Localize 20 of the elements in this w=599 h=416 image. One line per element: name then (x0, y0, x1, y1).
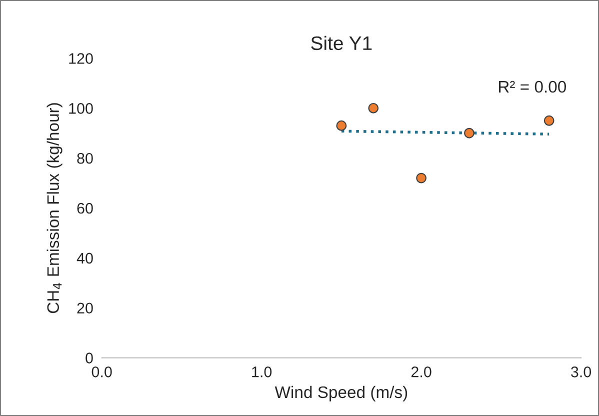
y-tick-label: 20 (77, 302, 93, 314)
annotation: R² = 0.00 (499, 80, 566, 93)
y-tick-label: 40 (76, 252, 93, 264)
y-tick-label: 0 (86, 352, 93, 364)
y-tick-label: 100 (69, 103, 93, 114)
y-tick-label: 60 (77, 202, 93, 214)
point (368, 102, 379, 114)
point (544, 115, 554, 126)
x-tick-label: 0.0 (92, 366, 112, 378)
y-tick-label: 80 (77, 152, 93, 164)
point (336, 120, 347, 131)
y-axis-title: CH$_{4}$ Emission Flux (kg/hour) (46, 103, 62, 314)
x-tick-label: 3.0 (570, 366, 592, 378)
y-tick-label: 120 (69, 53, 93, 64)
x-axis-title: Wind Speed (m/s) (274, 386, 408, 402)
chart-title: Site Y1 (311, 36, 372, 50)
x-tick-label: 2.0 (411, 366, 432, 378)
point (416, 172, 427, 184)
x-tick-label: 1.0 (252, 366, 272, 378)
point (464, 128, 474, 138)
